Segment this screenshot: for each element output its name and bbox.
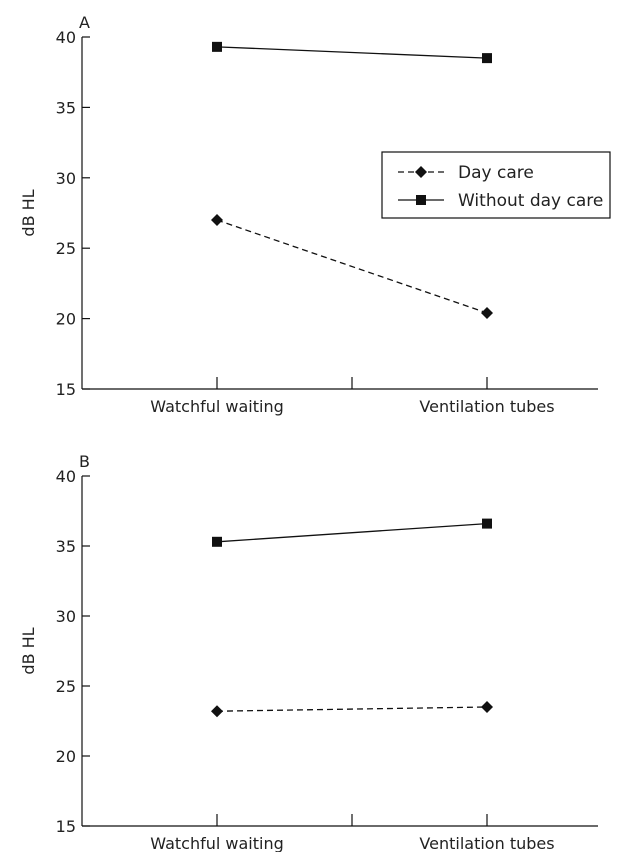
y-tick-label: 15 [56, 817, 76, 836]
y-tick-label: 25 [56, 239, 76, 258]
legend: Day care Without day care [381, 151, 611, 219]
y-tick-label: 25 [56, 677, 76, 696]
y-tick-label: 30 [56, 169, 76, 188]
x-tick-label: Watchful waiting [150, 397, 283, 416]
x-tick-label: Ventilation tubes [419, 834, 554, 852]
legend-label: Day care [458, 163, 534, 183]
y-axis-title: dB HL [19, 627, 38, 674]
panel-a: A 15 20 25 30 35 40 dB HL Watchful waiting Ventil… [19, 13, 611, 416]
series-line-day-care [216, 219, 488, 314]
x-tick-label: Watchful waiting [150, 834, 283, 852]
data-point-without-day-care [212, 536, 222, 547]
series-line-day-care [216, 706, 488, 712]
legend-box [381, 151, 611, 219]
series-line-without-day-care [216, 46, 488, 59]
y-axis-title: dB HL [19, 189, 38, 236]
data-point-day-care [481, 701, 493, 713]
data-point-without-day-care [482, 53, 492, 64]
data-point-day-care [481, 306, 493, 319]
legend-label: Without day care [458, 191, 603, 211]
y-tick-label: 40 [56, 28, 76, 47]
y-tick-label: 40 [56, 467, 76, 486]
y-tick-label: 20 [56, 310, 76, 329]
data-point-without-day-care [482, 518, 492, 529]
data-point-day-care [211, 214, 223, 227]
legend-marker-square [416, 195, 426, 205]
panel-letter: B [79, 452, 90, 471]
data-point-day-care [211, 705, 223, 718]
series-line-without-day-care [216, 522, 488, 543]
y-tick-label: 30 [56, 607, 76, 626]
panel-letter: A [79, 13, 90, 32]
data-point-without-day-care [212, 41, 222, 52]
y-tick-label: 35 [56, 537, 76, 556]
x-tick-label: Ventilation tubes [419, 397, 554, 416]
panel-b: B 15 20 25 30 35 40 dB HL Watchful waiting Ventil… [19, 452, 598, 852]
legend-marker-diamond [415, 166, 427, 178]
y-tick-label: 35 [56, 98, 76, 117]
y-tick-label: 20 [56, 747, 76, 766]
y-tick-label: 15 [56, 380, 76, 399]
